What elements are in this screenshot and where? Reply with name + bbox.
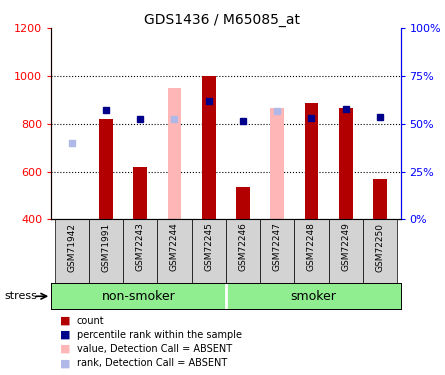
Text: stress: stress	[4, 291, 37, 301]
FancyBboxPatch shape	[55, 219, 89, 283]
Bar	[168, 88, 181, 219]
Text: GSM71942: GSM71942	[67, 223, 76, 272]
Bar	[134, 167, 147, 219]
Text: GSM72243: GSM72243	[136, 223, 145, 272]
Text: ■: ■	[60, 330, 71, 340]
Text: ■: ■	[60, 344, 71, 354]
Bar	[236, 187, 250, 219]
Text: ■: ■	[60, 358, 71, 368]
Text: GSM72248: GSM72248	[307, 223, 316, 272]
Text: GSM72246: GSM72246	[239, 223, 247, 272]
FancyBboxPatch shape	[192, 219, 226, 283]
Text: value, Detection Call = ABSENT: value, Detection Call = ABSENT	[77, 344, 232, 354]
FancyBboxPatch shape	[89, 219, 123, 283]
FancyBboxPatch shape	[328, 219, 363, 283]
Text: smoker: smoker	[290, 290, 336, 303]
Bar	[271, 108, 284, 219]
Text: ■: ■	[60, 316, 71, 326]
FancyBboxPatch shape	[363, 219, 397, 283]
FancyBboxPatch shape	[123, 219, 158, 283]
Text: GSM72244: GSM72244	[170, 223, 179, 272]
FancyBboxPatch shape	[294, 219, 328, 283]
Text: rank, Detection Call = ABSENT: rank, Detection Call = ABSENT	[77, 358, 227, 368]
Text: non-smoker: non-smoker	[101, 290, 175, 303]
FancyBboxPatch shape	[226, 219, 260, 283]
Text: GSM71991: GSM71991	[101, 223, 110, 272]
Text: GSM72250: GSM72250	[376, 223, 384, 272]
Text: count: count	[77, 316, 105, 326]
FancyBboxPatch shape	[260, 219, 294, 283]
Text: percentile rank within the sample: percentile rank within the sample	[77, 330, 242, 340]
Bar	[373, 179, 387, 219]
Text: GDS1436 / M65085_at: GDS1436 / M65085_at	[145, 13, 300, 27]
Bar	[202, 76, 215, 219]
Bar	[339, 108, 352, 219]
Text: GSM72247: GSM72247	[273, 223, 282, 272]
FancyBboxPatch shape	[158, 219, 192, 283]
Bar	[305, 104, 318, 219]
Text: GSM72245: GSM72245	[204, 223, 213, 272]
Text: GSM72249: GSM72249	[341, 223, 350, 272]
Bar	[99, 119, 113, 219]
